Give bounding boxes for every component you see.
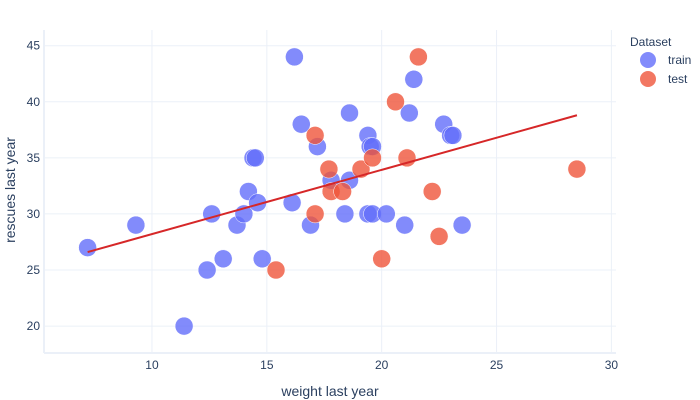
x-axis-title: weight last year — [280, 383, 379, 399]
data-point-train[interactable] — [202, 204, 221, 224]
data-point-train[interactable] — [340, 103, 359, 123]
grid — [44, 30, 616, 353]
data-point-train[interactable] — [443, 126, 463, 145]
y-tick-label: 30 — [27, 207, 41, 221]
data-point-test[interactable] — [567, 159, 587, 179]
data-point-test[interactable] — [305, 126, 325, 145]
data-point-test[interactable] — [429, 227, 449, 246]
legend-item-test[interactable]: test — [640, 71, 688, 87]
data-point-test[interactable] — [266, 260, 286, 280]
data-point-train[interactable] — [377, 204, 396, 224]
data-point-train[interactable] — [282, 193, 302, 212]
data-point-train[interactable] — [285, 47, 304, 67]
data-point-train[interactable] — [213, 249, 233, 269]
data-points — [78, 47, 587, 336]
data-point-train[interactable] — [335, 204, 355, 224]
data-point-test[interactable] — [333, 182, 352, 201]
data-point-test[interactable] — [409, 47, 428, 67]
x-tick-label: 30 — [605, 358, 619, 372]
data-point-train[interactable] — [246, 148, 265, 168]
y-tick-label: 20 — [27, 319, 41, 333]
data-point-train[interactable] — [292, 114, 311, 134]
data-point-train[interactable] — [252, 249, 272, 269]
data-point-test[interactable] — [422, 182, 442, 201]
data-point-test[interactable] — [305, 204, 325, 224]
legend: Dataset train test — [630, 35, 691, 87]
x-tick-label: 20 — [375, 358, 389, 372]
tick-labels: 10 15 20 25 30 20 25 30 35 40 45 — [27, 39, 619, 372]
data-point-train[interactable] — [404, 70, 424, 89]
x-tick-label: 10 — [145, 358, 159, 372]
axis-lines — [43, 30, 616, 354]
data-point-train[interactable] — [400, 103, 419, 123]
y-tick-label: 35 — [27, 151, 41, 165]
x-tick-label: 25 — [490, 358, 504, 372]
data-point-train[interactable] — [452, 215, 472, 235]
data-point-train[interactable] — [395, 215, 414, 235]
data-point-test[interactable] — [363, 148, 382, 168]
data-point-train[interactable] — [126, 215, 146, 235]
regression-line-layer — [87, 114, 578, 254]
data-point-train[interactable] — [78, 238, 97, 257]
series-train — [78, 47, 472, 336]
series-test — [266, 47, 587, 280]
legend-marker-test — [640, 71, 656, 87]
data-point-test[interactable] — [372, 249, 391, 269]
data-point-train[interactable] — [174, 316, 194, 336]
legend-item-train[interactable]: train — [640, 52, 691, 68]
legend-title: Dataset — [630, 35, 672, 49]
y-tick-label: 45 — [27, 39, 41, 53]
legend-label-test: test — [668, 72, 688, 86]
regression-line — [87, 114, 578, 254]
data-point-test[interactable] — [386, 92, 405, 112]
data-point-test[interactable] — [319, 159, 339, 179]
y-axis-title: rescues last year — [2, 137, 18, 243]
legend-marker-train — [640, 52, 656, 68]
y-tick-label: 40 — [27, 95, 41, 109]
x-tick-label: 15 — [260, 358, 274, 372]
legend-label-train: train — [668, 53, 691, 67]
y-tick-label: 25 — [27, 263, 41, 277]
data-point-train[interactable] — [197, 260, 217, 280]
